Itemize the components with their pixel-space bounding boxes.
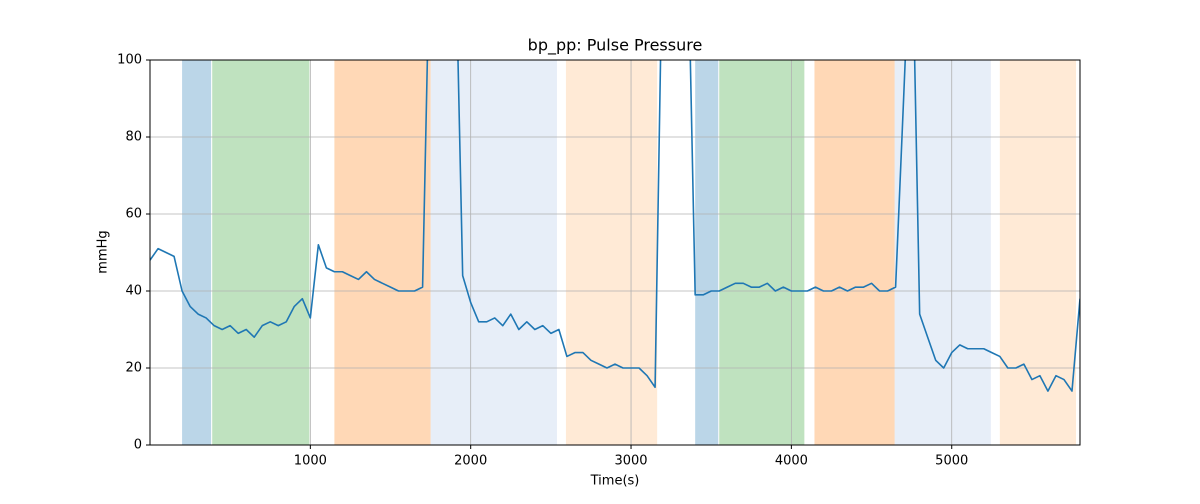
grid xyxy=(150,59,1080,446)
y-axis-label: mmHg xyxy=(96,230,111,273)
span xyxy=(999,60,1076,445)
x-tick-label: 4000 xyxy=(775,454,808,469)
x-tick-label: 5000 xyxy=(935,454,968,469)
line-series xyxy=(150,60,1080,392)
chart-title: bp_pp: Pulse Pressure xyxy=(528,36,703,56)
span xyxy=(334,60,431,445)
span xyxy=(814,60,895,445)
span xyxy=(695,60,719,445)
span xyxy=(430,60,557,445)
x-tick-label: 2000 xyxy=(454,454,487,469)
x-tick-label: 1000 xyxy=(294,454,327,469)
spans xyxy=(182,60,1076,445)
y-tick-label: 20 xyxy=(125,361,142,376)
y-tick-label: 80 xyxy=(125,130,142,145)
x-axis-label: Time(s) xyxy=(590,474,640,489)
span xyxy=(894,60,991,445)
span xyxy=(565,60,658,445)
span xyxy=(182,60,212,445)
y-tick-label: 40 xyxy=(125,284,142,299)
plot-frame xyxy=(149,59,1081,446)
span xyxy=(212,60,310,445)
y-tick-label: 100 xyxy=(117,53,142,68)
y-tick-label: 0 xyxy=(134,438,142,453)
x-tick-label: 3000 xyxy=(614,454,647,469)
lines xyxy=(150,60,1080,392)
span xyxy=(719,60,805,445)
y-tick-label: 60 xyxy=(125,207,142,222)
